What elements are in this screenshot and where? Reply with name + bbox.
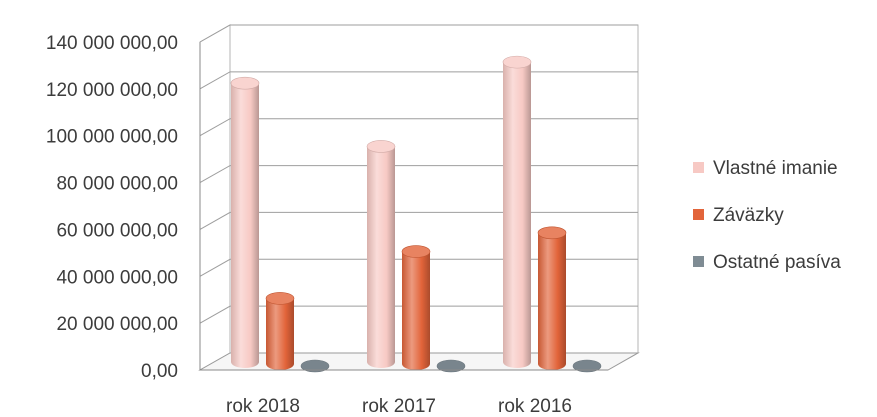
legend-label: Vlastné imanie	[713, 158, 838, 179]
bar	[401, 245, 431, 370]
gridline	[199, 165, 638, 184]
gridline	[199, 118, 638, 137]
bar-top	[265, 292, 295, 305]
y-tick-label: 120 000 000,00	[46, 80, 178, 101]
x-tick-label: rok 2016	[498, 396, 572, 417]
bars	[230, 55, 602, 373]
bar-body	[231, 83, 259, 368]
legend-swatch	[693, 162, 704, 173]
y-tick-label: 20 000 000,00	[56, 314, 178, 335]
x-tick-label: rok 2018	[226, 396, 300, 417]
y-tick-label: 80 000 000,00	[56, 174, 178, 195]
x-tick-label: rok 2017	[362, 396, 436, 417]
legend: Vlastné imanie Záväzky Ostatné pasíva	[693, 158, 841, 273]
bar-body	[503, 62, 531, 368]
legend-label: Záväzky	[713, 205, 784, 226]
legend-swatch	[693, 209, 704, 220]
legend-swatch	[693, 256, 704, 267]
bar-top	[436, 359, 466, 373]
bar	[300, 359, 330, 373]
y-tick-label: 60 000 000,00	[56, 220, 178, 241]
gridline	[199, 24, 638, 43]
bar-top	[502, 55, 532, 69]
bar-top	[401, 245, 431, 258]
bar-body	[538, 232, 566, 370]
bar	[230, 76, 260, 368]
bar-top	[572, 359, 602, 373]
bar	[502, 55, 532, 368]
bar	[265, 292, 295, 370]
bar-body	[367, 146, 395, 368]
side-wall	[199, 24, 231, 371]
gridline	[199, 305, 638, 324]
bar	[537, 226, 567, 370]
bar-body	[402, 251, 430, 370]
bar	[366, 140, 396, 368]
legend-item: Ostatné pasíva	[693, 252, 841, 273]
bar-top	[366, 140, 396, 153]
bar-top	[537, 226, 567, 240]
y-tick-label: 140 000 000,00	[46, 33, 178, 54]
y-tick-label: 40 000 000,00	[56, 267, 178, 288]
gridline	[199, 211, 638, 230]
y-tick-label: 100 000 000,00	[46, 127, 178, 148]
bar-top	[300, 359, 330, 373]
bar-top	[230, 76, 260, 90]
gridline	[199, 71, 638, 90]
bar-body	[266, 298, 294, 370]
legend-item: Vlastné imanie	[693, 158, 838, 179]
axes: 0,00 20 000 000,00 40 000 000,00 60 000 000…	[46, 33, 608, 417]
legend-item: Záväzky	[693, 205, 784, 226]
y-tick-label: 0,00	[141, 361, 178, 382]
legend-label: Ostatné pasíva	[713, 252, 841, 273]
gridline	[199, 258, 638, 277]
